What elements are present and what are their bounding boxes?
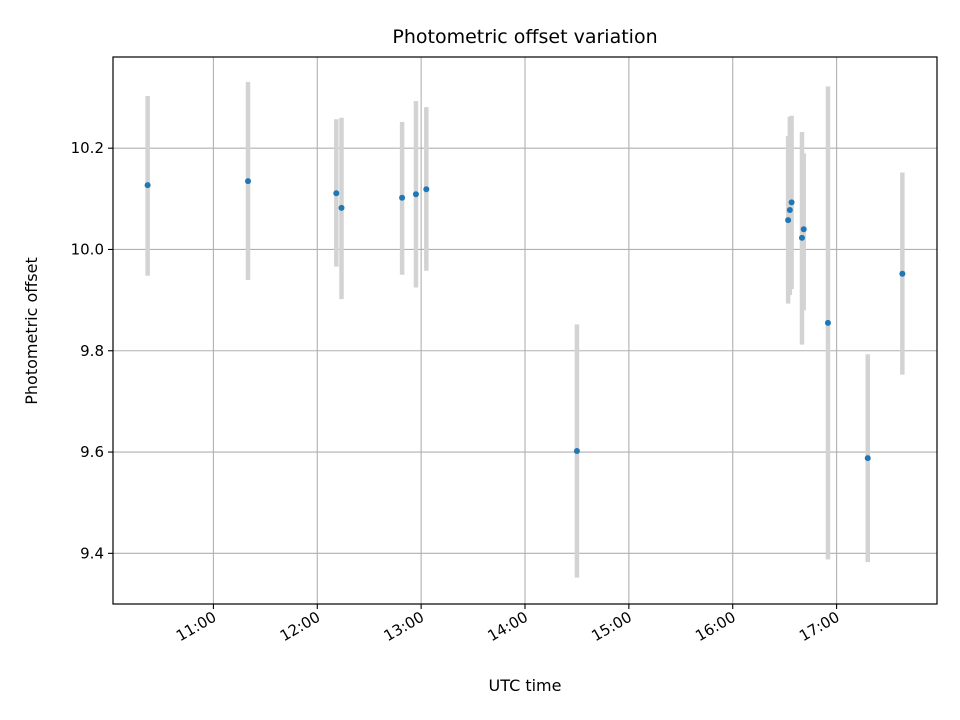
data-point — [423, 186, 430, 193]
grid-layer — [113, 57, 937, 604]
data-point — [824, 319, 831, 326]
y-tick-label: 9.6 — [80, 443, 104, 461]
data-point — [785, 217, 792, 224]
data-point — [788, 199, 795, 206]
data-point — [245, 178, 252, 185]
chart-title: Photometric offset variation — [392, 26, 657, 48]
y-tick-label: 10.2 — [71, 139, 104, 157]
y-tick-label: 10.0 — [71, 240, 104, 258]
y-tick-label: 9.8 — [80, 342, 104, 360]
x-axis-label: UTC time — [489, 676, 562, 695]
data-point — [798, 234, 805, 241]
data-point — [899, 270, 906, 277]
y-tick-label: 9.4 — [80, 544, 104, 562]
data-point — [399, 194, 406, 201]
data-point — [864, 455, 871, 462]
data-point — [800, 226, 807, 233]
data-point — [412, 191, 419, 198]
y-axis-label: Photometric offset — [22, 257, 41, 405]
data-point — [338, 204, 345, 211]
point-layer — [144, 178, 906, 462]
data-point — [786, 206, 793, 213]
data-point — [144, 182, 151, 189]
data-point — [333, 190, 340, 197]
data-point — [573, 448, 580, 455]
